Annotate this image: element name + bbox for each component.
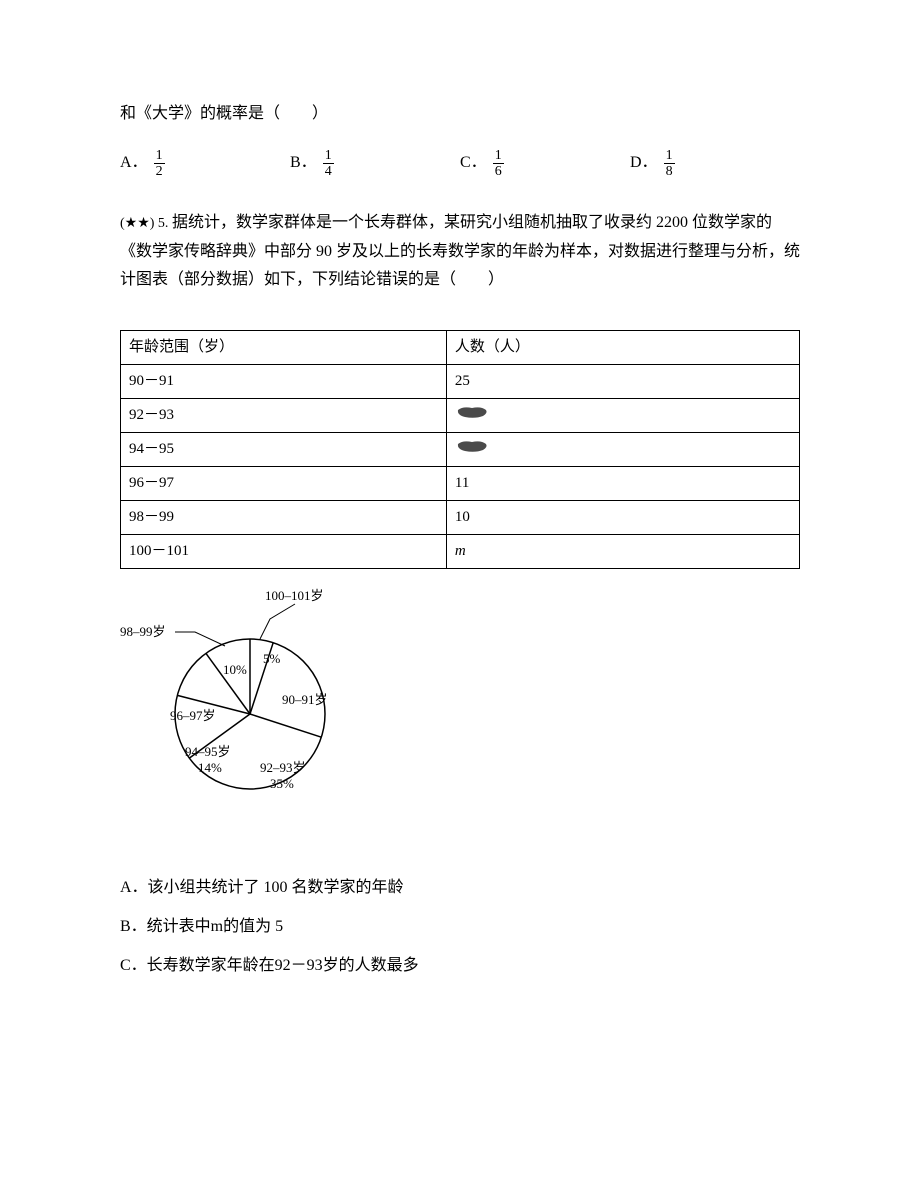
table-row: 92－93 xyxy=(121,399,800,433)
pie-label: 100–101岁 xyxy=(265,584,324,607)
table-row: 100－101 m xyxy=(121,535,800,569)
q4-choice-c[interactable]: C． 1 6 xyxy=(460,149,630,179)
choice-letter: D． xyxy=(630,149,658,178)
pie-label: 90–91岁 xyxy=(282,688,328,711)
cell-range: 100－101 xyxy=(121,535,447,569)
fraction: 1 2 xyxy=(154,149,165,179)
q5-stem-text: 据统计，数学家群体是一个长寿群体，某研究小组随机抽取了收录约 2200 位数学家… xyxy=(120,214,800,289)
q5-answer-b[interactable]: B．统计表中m的值为 5 xyxy=(120,913,800,942)
q5-answer-c[interactable]: C．长寿数学家年龄在92－93岁的人数最多 xyxy=(120,952,800,981)
fraction: 1 6 xyxy=(493,149,504,179)
cell-count: m xyxy=(446,535,799,569)
fraction: 1 4 xyxy=(323,149,334,179)
q4-choice-d[interactable]: D． 1 8 xyxy=(630,149,800,179)
cell-count xyxy=(446,399,799,433)
q5-answer-a[interactable]: A．该小组共统计了 100 名数学家的年龄 xyxy=(120,874,800,903)
pie-label: 10% xyxy=(223,658,247,681)
choice-letter: B． xyxy=(290,149,317,178)
pie-label: 14% xyxy=(198,756,222,779)
choice-letter: A． xyxy=(120,149,148,178)
smudge-icon xyxy=(455,405,489,419)
cell-count: 11 xyxy=(446,467,799,501)
table-header-row: 年龄范围（岁） 人数（人） xyxy=(121,331,800,365)
q5-stem: (★★) 5. 据统计，数学家群体是一个长寿群体，某研究小组随机抽取了收录约 2… xyxy=(120,209,800,295)
table-row: 90－91 25 xyxy=(121,365,800,399)
smudge-icon xyxy=(455,439,489,453)
q5-answers: A．该小组共统计了 100 名数学家的年龄 B．统计表中m的值为 5 C．长寿数… xyxy=(120,874,800,980)
cell-range: 94－95 xyxy=(121,433,447,467)
q4-choices: A． 1 2 B． 1 4 C． 1 6 D． 1 8 xyxy=(120,149,800,179)
cell-count: 10 xyxy=(446,501,799,535)
difficulty-stars: (★★) 5. xyxy=(120,216,172,231)
pie-label: 35% xyxy=(270,772,294,795)
table-row: 96－97 11 xyxy=(121,467,800,501)
pie-chart: 100–101岁98–99岁5%90–91岁10%96–97岁94–95岁14%… xyxy=(120,584,400,814)
choice-letter: C． xyxy=(460,149,487,178)
cell-count xyxy=(446,433,799,467)
pie-label: 5% xyxy=(263,647,280,670)
pie-label: 98–99岁 xyxy=(120,620,166,643)
q4-choice-a[interactable]: A． 1 2 xyxy=(120,149,290,179)
q4-stem-tail: 和《大学》的概率是（ ） xyxy=(120,100,800,129)
cell-range: 96－97 xyxy=(121,467,447,501)
table-row: 98－99 10 xyxy=(121,501,800,535)
q4-choice-b[interactable]: B． 1 4 xyxy=(290,149,460,179)
col-header-count: 人数（人） xyxy=(446,331,799,365)
cell-range: 98－99 xyxy=(121,501,447,535)
cell-range: 90－91 xyxy=(121,365,447,399)
pie-svg xyxy=(120,584,400,814)
fraction: 1 8 xyxy=(664,149,675,179)
pie-label: 96–97岁 xyxy=(170,704,216,727)
cell-count: 25 xyxy=(446,365,799,399)
age-table: 年龄范围（岁） 人数（人） 90－91 25 92－93 94－95 96－97… xyxy=(120,330,800,569)
cell-range: 92－93 xyxy=(121,399,447,433)
col-header-range: 年龄范围（岁） xyxy=(121,331,447,365)
table-row: 94－95 xyxy=(121,433,800,467)
